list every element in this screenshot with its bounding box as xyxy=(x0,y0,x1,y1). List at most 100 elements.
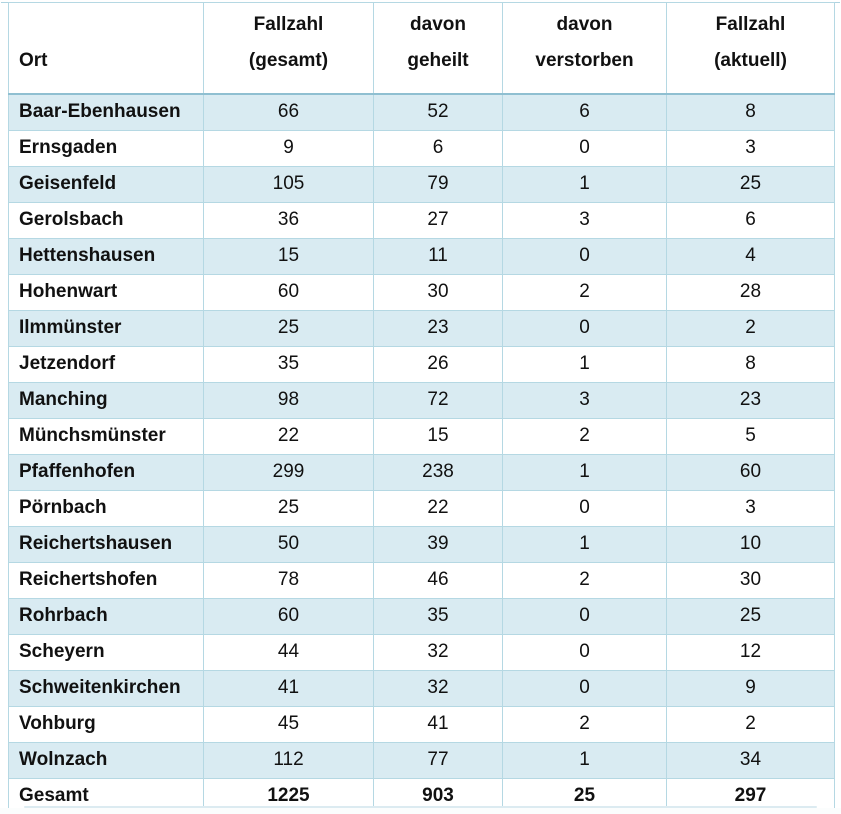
header-line: geheilt xyxy=(407,49,469,71)
verstorben-cell: 1 xyxy=(502,453,667,491)
verstorben-cell: 3 xyxy=(502,381,667,419)
gesamt-cell: 299 xyxy=(203,453,374,491)
gesamt-cell: 78 xyxy=(203,561,374,599)
ort-cell: Hettenshausen xyxy=(8,237,204,275)
ort-cell: Wolnzach xyxy=(8,741,204,779)
gesamt-cell: 25 xyxy=(203,309,374,347)
aktuell-cell: 5 xyxy=(666,417,835,455)
verstorben-cell: 6 xyxy=(502,93,667,131)
geheilt-cell: 32 xyxy=(373,669,503,707)
ort-cell: Scheyern xyxy=(8,633,204,671)
ort-cell: Münchsmünster xyxy=(8,417,204,455)
gesamt-cell: 44 xyxy=(203,633,374,671)
table-row: Hettenshausen 15 11 0 4 xyxy=(8,237,835,275)
verstorben-cell: 1 xyxy=(502,345,667,383)
gesamt-cell: 36 xyxy=(203,201,374,239)
header-line: (gesamt) xyxy=(248,49,329,71)
geheilt-cell: 32 xyxy=(373,633,503,671)
aktuell-cell: 3 xyxy=(666,489,835,527)
gesamt-cell: 15 xyxy=(203,237,374,275)
geheilt-cell: 238 xyxy=(373,453,503,491)
geheilt-cell: 22 xyxy=(373,489,503,527)
table-row: Ilmmünster 25 23 0 2 xyxy=(8,309,835,347)
gesamt-cell: 35 xyxy=(203,345,374,383)
geheilt-cell: 79 xyxy=(373,165,503,203)
geheilt-cell: 27 xyxy=(373,201,503,239)
ort-cell: Pörnbach xyxy=(8,489,204,527)
aktuell-cell: 4 xyxy=(666,237,835,275)
ort-cell: Hohenwart xyxy=(8,273,204,311)
verstorben-cell: 2 xyxy=(502,417,667,455)
aktuell-cell: 28 xyxy=(666,273,835,311)
geheilt-cell: 41 xyxy=(373,705,503,743)
header-line: davon xyxy=(556,14,613,35)
header-line: Fallzahl xyxy=(253,14,324,35)
ort-cell: Pfaffenhofen xyxy=(8,453,204,491)
ort-cell: Rohrbach xyxy=(8,597,204,635)
geheilt-cell: 6 xyxy=(373,129,503,167)
geheilt-cell: 26 xyxy=(373,345,503,383)
verstorben-cell: 2 xyxy=(502,705,667,743)
header-line: (aktuell) xyxy=(714,49,787,71)
geheilt-cell: 77 xyxy=(373,741,503,779)
header-davon-verstorben: davon verstorben xyxy=(502,2,667,95)
gesamt-cell: 41 xyxy=(203,669,374,707)
ort-cell: Gerolsbach xyxy=(8,201,204,239)
table-row: Reichertshofen 78 46 2 30 xyxy=(8,561,835,599)
table-row: Hohenwart 60 30 2 28 xyxy=(8,273,835,311)
verstorben-cell: 0 xyxy=(502,489,667,527)
aktuell-cell: 2 xyxy=(666,309,835,347)
geheilt-cell: 72 xyxy=(373,381,503,419)
ort-cell: Schweitenkirchen xyxy=(8,669,204,707)
table-row: Wolnzach 112 77 1 34 xyxy=(8,741,835,779)
header-ort: Ort xyxy=(8,2,204,95)
geheilt-cell: 11 xyxy=(373,237,503,275)
header-row: Ort Fallzahl (gesamt) davon geheilt davo… xyxy=(8,2,835,95)
table-row: Münchsmünster 22 15 2 5 xyxy=(8,417,835,455)
gesamt-cell: 105 xyxy=(203,165,374,203)
ort-cell: Ernsgaden xyxy=(8,129,204,167)
header-line: davon xyxy=(410,14,466,35)
header-fallzahl-gesamt: Fallzahl (gesamt) xyxy=(203,2,374,95)
table-row: Reichertshausen 50 39 1 10 xyxy=(8,525,835,563)
table-row: Ernsgaden 9 6 0 3 xyxy=(8,129,835,167)
geheilt-cell: 30 xyxy=(373,273,503,311)
geheilt-cell: 15 xyxy=(373,417,503,455)
ort-cell: Reichertshausen xyxy=(8,525,204,563)
geheilt-cell: 46 xyxy=(373,561,503,599)
table-row: Jetzendorf 35 26 1 8 xyxy=(8,345,835,383)
gesamt-cell: 60 xyxy=(203,597,374,635)
ort-cell: Ilmmünster xyxy=(8,309,204,347)
aktuell-cell: 2 xyxy=(666,705,835,743)
table-row: Baar-Ebenhausen 66 52 6 8 xyxy=(8,93,835,131)
ort-cell: Baar-Ebenhausen xyxy=(8,93,204,131)
gesamt-cell: 45 xyxy=(203,705,374,743)
header-davon-geheilt: davon geheilt xyxy=(373,2,503,95)
geheilt-cell: 23 xyxy=(373,309,503,347)
verstorben-cell: 3 xyxy=(502,201,667,239)
gesamt-cell: 60 xyxy=(203,273,374,311)
ort-cell: Reichertshofen xyxy=(8,561,204,599)
table-row: Pörnbach 25 22 0 3 xyxy=(8,489,835,527)
aktuell-cell: 10 xyxy=(666,525,835,563)
gesamt-cell: 25 xyxy=(203,489,374,527)
header-line: Fallzahl xyxy=(715,14,786,35)
geheilt-cell: 52 xyxy=(373,93,503,131)
aktuell-cell: 8 xyxy=(666,93,835,131)
aktuell-cell: 6 xyxy=(666,201,835,239)
total-row: Gesamt 1225 903 25 297 xyxy=(8,777,835,814)
verstorben-cell: 2 xyxy=(502,273,667,311)
verstorben-cell: 0 xyxy=(502,129,667,167)
verstorben-cell: 0 xyxy=(502,309,667,347)
header-line: verstorben xyxy=(535,49,634,71)
verstorben-cell: 0 xyxy=(502,237,667,275)
table-row: Manching 98 72 3 23 xyxy=(8,381,835,419)
geheilt-cell: 35 xyxy=(373,597,503,635)
verstorben-cell: 0 xyxy=(502,633,667,671)
aktuell-cell: 23 xyxy=(666,381,835,419)
gesamt-cell: 112 xyxy=(203,741,374,779)
aktuell-cell: 34 xyxy=(666,741,835,779)
aktuell-cell: 12 xyxy=(666,633,835,671)
table-row: Gerolsbach 36 27 3 6 xyxy=(8,201,835,239)
